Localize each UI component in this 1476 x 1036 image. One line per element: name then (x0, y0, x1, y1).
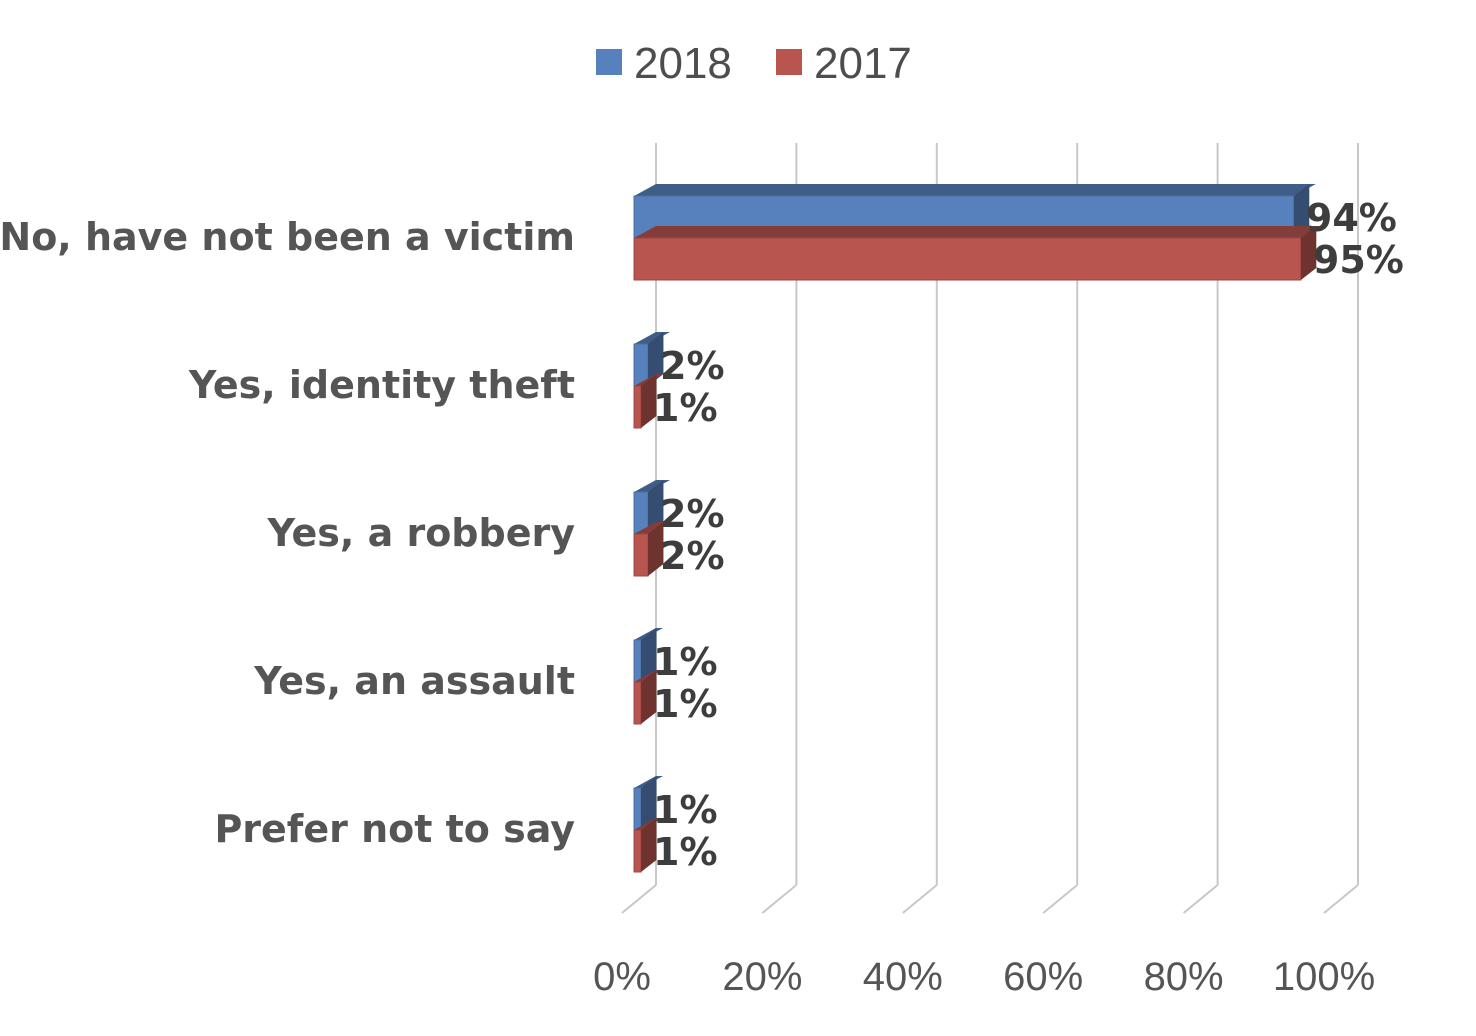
bar-2017-1 (633, 374, 664, 429)
bar-2017-3 (633, 670, 664, 725)
category-label: Yes, an assault (253, 659, 575, 703)
x-tick-label: 40% (863, 955, 943, 999)
bar-2018-3 (633, 628, 664, 683)
x-tick-label: 0% (593, 955, 651, 999)
value-label: 2% (660, 534, 725, 578)
x-tick-label: 80% (1144, 955, 1224, 999)
floor-line (1323, 884, 1359, 914)
x-tick-label: 20% (722, 955, 802, 999)
bar-2017-0 (633, 226, 1323, 281)
legend-swatch-2017 (776, 49, 802, 75)
value-label: 2% (660, 492, 725, 536)
bars (633, 184, 1323, 873)
value-label: 95% (1313, 238, 1404, 282)
value-label: 1% (653, 640, 718, 684)
bar-2018-4 (633, 776, 664, 831)
category-label: Yes, identity theft (188, 363, 575, 407)
value-label: 1% (653, 830, 718, 874)
floor-line (761, 884, 798, 914)
category-label: Prefer not to say (214, 807, 575, 851)
bar-2018-1 (633, 332, 671, 387)
bar-2017-4 (633, 818, 664, 873)
bar-2017-2 (633, 522, 671, 577)
floor-line (1182, 884, 1219, 914)
value-label: 2% (660, 344, 725, 388)
bar-2018-2 (633, 480, 671, 535)
value-label: 1% (653, 682, 718, 726)
value-labels: 94%95%2%1%2%2%1%1%1%1% (653, 196, 1404, 874)
value-label: 1% (653, 788, 718, 832)
legend-label-2017: 2017 (814, 39, 912, 88)
floor-line (621, 884, 657, 914)
category-label: No, have not been a victim (0, 215, 575, 259)
category-label: Yes, a robbery (267, 511, 576, 555)
floor-line (1042, 884, 1078, 914)
floor-line (902, 884, 938, 914)
legend-label-2018: 2018 (634, 39, 732, 88)
category-labels: No, have not been a victim Yes, identity … (0, 215, 575, 851)
value-label: 94% (1306, 196, 1397, 240)
value-label: 1% (653, 386, 718, 430)
x-tick-label: 100% (1273, 955, 1375, 999)
legend: 2018 2017 (596, 39, 912, 88)
legend-swatch-2018 (596, 49, 622, 75)
x-axis-ticks: 0% 20% 40% 60% 80% 100% (593, 955, 1375, 999)
x-tick-label: 60% (1003, 955, 1083, 999)
